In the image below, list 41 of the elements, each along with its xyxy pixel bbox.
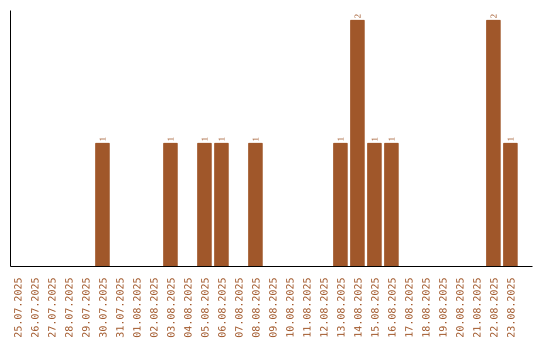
x-tick-label: 01.08.2025: [132, 277, 144, 338]
x-tick-label: 03.08.2025: [166, 277, 178, 338]
x-tick-label: 28.07.2025: [64, 277, 76, 338]
data-label: 1: [505, 136, 516, 142]
data-label: 1: [165, 136, 176, 142]
x-tick-label: 15.08.2025: [370, 277, 382, 338]
data-label: 1: [199, 136, 210, 142]
data-label: 1: [386, 136, 396, 142]
x-tick-label: 23.08.2025: [506, 277, 518, 338]
x-tick-label: 31.07.2025: [115, 277, 126, 338]
x-tick-label: 10.08.2025: [285, 277, 296, 338]
x-tick-label: 18.08.2025: [421, 277, 432, 338]
data-label: 1: [250, 136, 260, 142]
x-tick-label: 12.08.2025: [319, 277, 330, 338]
x-tick-label: 26.07.2025: [30, 277, 42, 338]
x-tick-label: 13.08.2025: [336, 277, 348, 338]
x-tick-label: 06.08.2025: [217, 277, 228, 338]
x-tick-label: 04.08.2025: [183, 277, 194, 338]
data-label: 2: [352, 14, 362, 18]
data-label: 2: [488, 14, 498, 18]
x-tick-label: 08.08.2025: [251, 277, 262, 338]
x-tick-label: 19.08.2025: [438, 277, 450, 338]
x-tick-label: 20.08.2025: [455, 277, 466, 338]
x-tick-label: 27.07.2025: [47, 277, 58, 338]
data-label: 1: [335, 136, 346, 142]
x-tick-label: 09.08.2025: [268, 277, 280, 338]
data-label: 1: [97, 136, 108, 142]
x-tick-label: 29.07.2025: [81, 277, 92, 338]
x-tick-label: 14.08.2025: [353, 277, 364, 338]
x-tick-label: 25.07.2025: [13, 277, 24, 338]
x-tick-label: 17.08.2025: [404, 277, 416, 338]
data-label: 1: [216, 136, 226, 142]
x-tick-label: 16.08.2025: [387, 277, 398, 338]
x-tick-label: 11.08.2025: [302, 277, 314, 338]
x-tick-label: 05.08.2025: [200, 277, 212, 338]
x-tick-label: 07.08.2025: [234, 277, 246, 338]
x-tick-label: 02.08.2025: [149, 277, 160, 338]
data-label: 1: [369, 136, 380, 142]
x-tick-label: 22.08.2025: [489, 277, 500, 338]
x-tick-label: 30.07.2025: [98, 277, 110, 338]
x-tick-label: 21.08.2025: [472, 277, 484, 338]
